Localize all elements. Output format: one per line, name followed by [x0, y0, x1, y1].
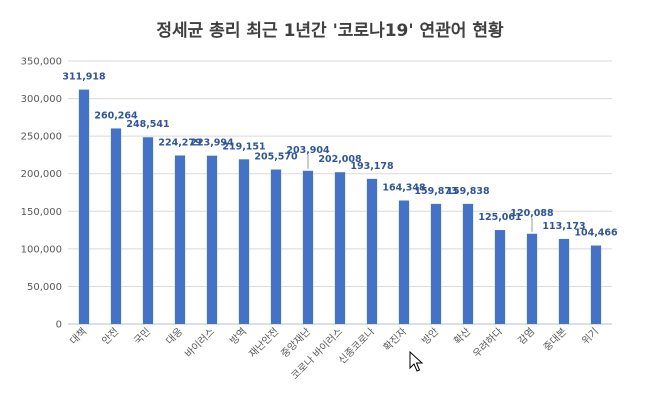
- x-tick-label: 바이러스: [183, 326, 218, 361]
- x-tick-label: 방안: [420, 326, 442, 348]
- data-label: 113,173: [542, 221, 585, 232]
- data-label: 205,570: [254, 152, 298, 163]
- x-tick-label: 안전: [100, 326, 122, 348]
- bar: [430, 203, 442, 324]
- data-label: 248,541: [126, 119, 169, 130]
- bar: [174, 155, 186, 324]
- y-tick-label: 200,000: [21, 169, 62, 180]
- x-tick-label: 재난안전: [247, 326, 282, 361]
- data-label: 202,008: [318, 154, 362, 165]
- y-tick-label: 0: [56, 320, 62, 331]
- data-label: 164,348: [382, 183, 426, 194]
- data-label: 125,061: [478, 212, 521, 223]
- bar: [334, 172, 346, 324]
- bar: [78, 89, 90, 324]
- bar: [238, 159, 250, 324]
- bar: [558, 238, 570, 324]
- bar: [526, 233, 538, 324]
- bar: [302, 170, 314, 324]
- x-tick-label: 국민: [132, 326, 154, 348]
- x-tick-label: 대책: [68, 326, 90, 348]
- data-label: 311,918: [62, 72, 106, 83]
- y-axis-ticks: 0 50,000 100,000 150,000 200,000 250,000 300,0…: [21, 57, 62, 331]
- data-label: 159,873: [414, 186, 457, 197]
- bar: [270, 169, 282, 324]
- x-tick-label: 감염: [516, 326, 538, 348]
- x-tick-label: 우려하다: [470, 325, 505, 360]
- x-tick-label: 위기: [579, 325, 601, 347]
- bar: [206, 155, 218, 324]
- data-label: 159,838: [446, 186, 490, 197]
- mouse-pointer-icon: [409, 350, 424, 372]
- x-tick-label: 확산: [452, 326, 474, 348]
- bar: [110, 128, 122, 324]
- bars: [78, 89, 602, 324]
- data-label: 193,178: [350, 161, 394, 172]
- x-tick-label: 대응: [164, 326, 186, 348]
- bar: [494, 230, 506, 324]
- data-label: 104,466: [574, 228, 618, 239]
- chart-title: 정세균 총리 최근 1년간 '코로나19' 연관어 현황: [156, 21, 504, 41]
- bar: [366, 178, 378, 324]
- data-label: 223,994: [190, 138, 234, 149]
- y-tick-label: 100,000: [21, 244, 62, 255]
- y-tick-label: 350,000: [21, 57, 62, 68]
- data-label: 120,088: [510, 208, 554, 219]
- data-label: 219,151: [222, 141, 265, 152]
- bar: [590, 245, 602, 324]
- x-tick-label: 확진자: [381, 326, 409, 354]
- y-tick-label: 250,000: [21, 132, 62, 143]
- x-tick-label: 방역: [228, 326, 250, 348]
- y-tick-label: 300,000: [21, 94, 62, 105]
- bar: [462, 203, 474, 324]
- y-tick-label: 150,000: [21, 207, 62, 218]
- bar: [142, 137, 154, 324]
- data-label: 224,279: [158, 137, 201, 148]
- data-label: 260,264: [94, 110, 138, 121]
- y-tick-label: 50,000: [27, 282, 62, 293]
- data-label: 203,904: [286, 145, 330, 156]
- bar: [398, 200, 410, 324]
- x-tick-label: 중대본: [541, 326, 569, 354]
